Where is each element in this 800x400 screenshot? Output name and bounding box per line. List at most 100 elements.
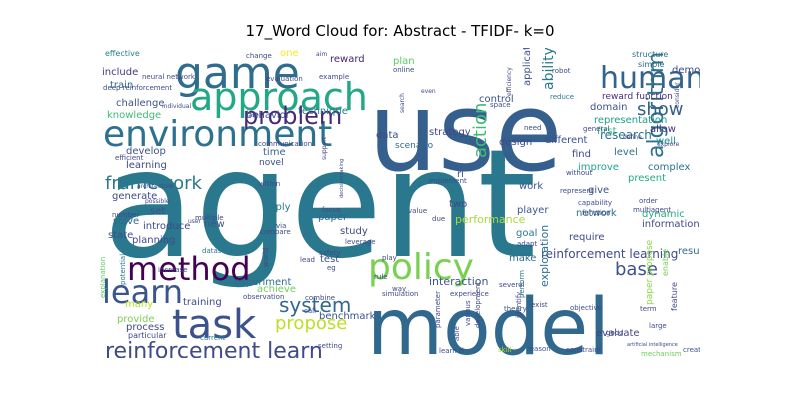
word-possible: possible bbox=[145, 198, 170, 205]
word-leverage: leverage bbox=[345, 238, 376, 246]
word-first: first bbox=[597, 126, 617, 137]
word-compare: compare bbox=[260, 228, 291, 236]
word-artificial-intelligence: artificial intelligence bbox=[627, 342, 678, 348]
word-train: train bbox=[110, 80, 133, 91]
word-paper: paper bbox=[318, 212, 348, 223]
word-adapt: adapt bbox=[517, 240, 537, 248]
word-evaluate: evaluate bbox=[596, 328, 640, 339]
word-dataset: dataset bbox=[202, 247, 229, 255]
word-process: process bbox=[126, 322, 164, 333]
word-example: example bbox=[319, 73, 349, 81]
word-interaction: interaction bbox=[429, 275, 489, 288]
word-set: set bbox=[150, 206, 165, 217]
word-rule: rule bbox=[374, 273, 388, 281]
word-agent: agent bbox=[103, 118, 536, 292]
word-base: base bbox=[615, 259, 658, 280]
word-training: training bbox=[183, 297, 222, 308]
word-reason: reason bbox=[527, 345, 551, 353]
word-several: several bbox=[499, 281, 525, 289]
word-many: many bbox=[125, 299, 153, 310]
word-mechanism: mechanism bbox=[641, 350, 682, 358]
word-function: function bbox=[582, 209, 611, 217]
word-method: method bbox=[127, 250, 251, 288]
word-framework: framework bbox=[105, 173, 203, 194]
word-multiple: multiple bbox=[195, 214, 224, 222]
word-eg: eg bbox=[327, 264, 336, 272]
word-propose: propose bbox=[275, 313, 347, 334]
word-task: task bbox=[172, 302, 257, 348]
word-simple: simple bbox=[638, 60, 664, 69]
word-control: control bbox=[479, 94, 514, 105]
word-number: number bbox=[112, 211, 139, 219]
word-parameter: parameter bbox=[434, 291, 442, 328]
word-achieve: achieve bbox=[257, 284, 296, 295]
word-well: well bbox=[656, 136, 676, 147]
word-communication: communication bbox=[258, 140, 312, 148]
word-explore: explore bbox=[657, 141, 680, 148]
word-find: find bbox=[572, 149, 591, 160]
word-call: call bbox=[304, 307, 316, 315]
word-explanation: explanation bbox=[100, 257, 107, 298]
word-term: term bbox=[640, 305, 657, 313]
word-individual: individual bbox=[162, 103, 191, 110]
word-performance: performance bbox=[455, 213, 526, 226]
word-technique: technique bbox=[298, 106, 348, 117]
word-show: show bbox=[637, 99, 684, 120]
word-rl: rl bbox=[457, 169, 464, 180]
word-introduce: introduce bbox=[143, 221, 190, 232]
word-goal: goal bbox=[516, 228, 537, 239]
word-deep-reinforcement: deep reinforcement bbox=[103, 84, 172, 92]
word-define: define bbox=[623, 134, 642, 141]
word-cloud: agent model use environment game approach task… bbox=[100, 48, 700, 358]
word-effective: effective bbox=[105, 49, 140, 58]
word-approach: approach bbox=[190, 75, 368, 119]
word-exploration: exploration bbox=[538, 225, 551, 287]
word-online: online bbox=[393, 66, 414, 74]
word-experience: experience bbox=[450, 290, 489, 298]
word-action: action bbox=[470, 103, 491, 158]
word-play: play bbox=[382, 254, 397, 262]
word-objective: objective bbox=[570, 304, 602, 312]
word-reward: reward bbox=[330, 54, 365, 65]
word-experiment: experiment bbox=[234, 277, 292, 288]
word-improve: improve bbox=[578, 162, 619, 173]
word-environment: environment bbox=[103, 114, 332, 155]
word-current: current bbox=[200, 334, 226, 342]
word-provide: provide bbox=[117, 314, 155, 325]
word-represent: represent bbox=[560, 187, 594, 195]
word-behavior: behavior bbox=[246, 110, 291, 121]
word-level: level bbox=[614, 147, 638, 158]
word-aim: aim bbox=[316, 51, 327, 58]
word-dynamic: dynamic bbox=[642, 209, 685, 220]
word-allow: allow bbox=[650, 124, 676, 135]
word-two: two bbox=[449, 199, 467, 210]
word-change: change bbox=[246, 52, 272, 60]
word-lead: lead bbox=[300, 256, 315, 264]
word-support: support bbox=[321, 136, 328, 160]
word-work: work bbox=[519, 181, 543, 192]
word-general: general bbox=[583, 125, 610, 133]
word-include: include bbox=[102, 67, 138, 78]
word-due: due bbox=[432, 215, 445, 223]
word-model: model bbox=[367, 283, 610, 358]
word-implement: implement bbox=[429, 177, 467, 185]
word-different: different bbox=[545, 135, 588, 146]
word-feature: feature bbox=[670, 282, 679, 311]
word-require: require bbox=[569, 232, 605, 243]
word-order: order bbox=[639, 197, 658, 205]
word-perform: perform bbox=[518, 270, 526, 298]
word-way: way bbox=[392, 285, 406, 293]
word-system: system bbox=[279, 293, 351, 317]
word-even: even bbox=[421, 88, 436, 95]
word-world: world bbox=[262, 248, 270, 267]
word-case: case bbox=[245, 112, 259, 119]
word-policy: policy bbox=[368, 247, 474, 288]
word-structure: structure bbox=[632, 50, 668, 59]
word-network: network bbox=[576, 208, 617, 219]
word-representation: representation bbox=[594, 115, 667, 126]
word-new: new bbox=[204, 219, 225, 230]
word-demonstrate: demonstrate bbox=[672, 65, 700, 76]
word-theory: theory bbox=[504, 305, 527, 313]
word-neural-network: neural network bbox=[142, 73, 196, 81]
word-need: need bbox=[524, 124, 542, 132]
